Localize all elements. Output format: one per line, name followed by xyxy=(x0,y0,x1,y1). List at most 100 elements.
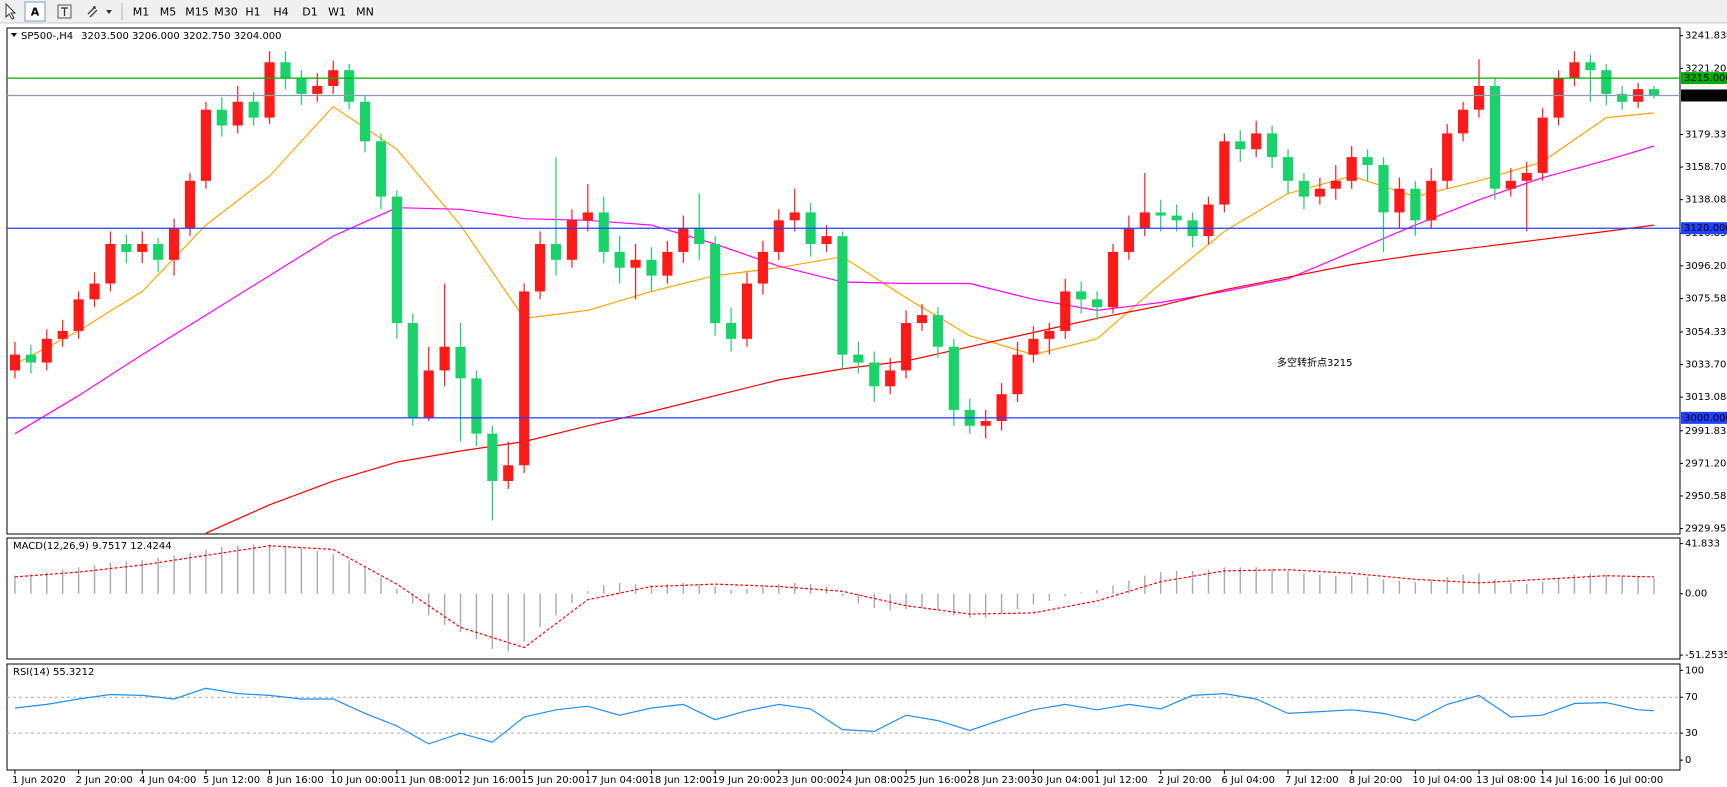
y-tick-label: 3033.705 xyxy=(1685,360,1727,371)
timeframe-button[interactable]: W1 xyxy=(328,6,346,19)
panel-frame xyxy=(6,537,1681,660)
x-tick-label: 5 Jun 12:00 xyxy=(203,775,260,786)
candle-body xyxy=(1314,188,1325,197)
candle-body xyxy=(821,236,832,245)
y-tick-label: 3075.580 xyxy=(1685,293,1727,304)
level-tag xyxy=(1681,411,1727,424)
candle-body xyxy=(1569,62,1580,79)
x-tick-label: 23 Jun 00:00 xyxy=(776,775,840,786)
y-tick-label: 2991.830 xyxy=(1685,426,1727,437)
candle-body xyxy=(582,212,593,221)
panel-frame xyxy=(6,663,1681,771)
candle-body xyxy=(535,244,546,292)
candle-body xyxy=(471,378,482,434)
candle-body xyxy=(57,330,68,339)
level-tag xyxy=(1681,72,1727,85)
candle-body xyxy=(1139,212,1150,229)
x-tick-label: 18 Jun 12:00 xyxy=(648,775,712,786)
y-tick-label: 3013.080 xyxy=(1685,392,1727,403)
candle-body xyxy=(1521,172,1532,181)
y-tick-label: 3054.330 xyxy=(1685,327,1727,338)
candle-body xyxy=(789,212,800,221)
plot-area: 3241.830 3221.205 3179.330 3158.705 3138.080… xyxy=(6,27,1727,786)
x-tick-label: 6 Jul 04:00 xyxy=(1221,775,1275,786)
y-tick-label: 3241.830 xyxy=(1685,31,1727,42)
timeframe-button[interactable]: H1 xyxy=(245,6,260,19)
y-tick-label: 2950.580 xyxy=(1685,491,1727,502)
candle-body xyxy=(1362,157,1373,166)
font-button[interactable] xyxy=(24,1,46,22)
x-tick-label: 7 Jul 12:00 xyxy=(1285,775,1339,786)
x-tick-label: 2 Jul 20:00 xyxy=(1158,775,1212,786)
x-tick-label: 13 Jul 08:00 xyxy=(1476,775,1536,786)
objects-button[interactable] xyxy=(87,6,112,18)
candle-body xyxy=(296,78,307,94)
y-tick-label: 41.833 xyxy=(1685,539,1720,550)
x-tick-label: 10 Jul 04:00 xyxy=(1412,775,1472,786)
candle-body xyxy=(598,212,609,252)
candle-body xyxy=(1044,330,1055,339)
candle-body xyxy=(153,244,164,260)
candle-body xyxy=(1346,157,1357,181)
toolbar: A M1 M5 M15 M30 H1 H4 D1 W1 MN xyxy=(0,0,1727,24)
y-tick-label: 3221.205 xyxy=(1685,63,1727,74)
y-tick-label: 30 xyxy=(1685,728,1698,739)
candle-body xyxy=(1505,180,1516,189)
candle-body xyxy=(980,421,991,426)
y-tick-label: 0 xyxy=(1685,755,1691,766)
timeframe-button[interactable]: M1 xyxy=(133,6,150,19)
candle-body xyxy=(678,228,689,252)
timeframe-button[interactable]: D1 xyxy=(302,6,317,19)
candle-body xyxy=(1123,228,1134,252)
candle-body xyxy=(757,251,768,284)
timeframe-button[interactable]: MN xyxy=(356,6,374,19)
candle-body xyxy=(1219,141,1230,205)
timeframe-button[interactable]: H4 xyxy=(273,6,288,19)
candle-body xyxy=(869,362,880,387)
candle-body xyxy=(1155,212,1166,216)
candle-body xyxy=(1473,85,1485,110)
candle-body xyxy=(1076,291,1087,300)
candle-body xyxy=(9,354,21,371)
x-tick-label: 17 Jun 04:00 xyxy=(585,775,649,786)
timeframe-button[interactable]: M15 xyxy=(185,6,209,19)
candle-body xyxy=(423,370,434,418)
x-tick-label: 4 Jun 04:00 xyxy=(139,775,196,786)
x-tick-label: 8 Jul 20:00 xyxy=(1349,775,1403,786)
level-label: 3215.000 xyxy=(1684,73,1727,84)
candle-body xyxy=(73,299,84,331)
candle-body xyxy=(1282,157,1294,181)
text-label-button[interactable] xyxy=(57,4,72,19)
candle-body xyxy=(41,338,52,363)
candle-body xyxy=(725,323,737,339)
x-tick-label: 30 Jun 04:00 xyxy=(1030,775,1094,786)
x-tick-label: 11 Jun 08:00 xyxy=(394,775,458,786)
candle-body xyxy=(1267,133,1278,158)
timeframe-button[interactable]: M30 xyxy=(214,6,238,19)
y-tick-label: 3158.705 xyxy=(1685,162,1727,173)
candle-body xyxy=(853,354,864,363)
candle-body xyxy=(407,323,418,418)
candle-body xyxy=(932,315,944,347)
candle-body xyxy=(519,291,530,466)
candle-body xyxy=(1394,188,1405,213)
level-label: 3000.000 xyxy=(1684,413,1727,424)
candle-body xyxy=(1012,354,1023,395)
candle-body xyxy=(1617,93,1628,102)
level-label: 3204.000 xyxy=(1684,90,1727,101)
candle-body xyxy=(646,259,657,276)
panel-content xyxy=(7,687,1680,745)
candle-body xyxy=(948,346,959,410)
panel: 100 70 30 0 RSI(14) 55.3212 xyxy=(6,663,1704,771)
panel: 3241.830 3221.205 3179.330 3158.705 3138.080… xyxy=(6,27,1727,535)
candle-body xyxy=(550,244,562,260)
cursor-button[interactable] xyxy=(5,2,17,20)
timeframe-button[interactable]: M5 xyxy=(160,6,177,19)
x-tick-label: 1 Jun 2020 xyxy=(12,775,66,786)
panel-content xyxy=(9,51,1660,534)
y-tick-label: 2929.955 xyxy=(1685,524,1727,535)
candle-body xyxy=(344,70,355,102)
candle-body xyxy=(885,370,896,387)
candle-body xyxy=(1585,62,1596,71)
candle-body xyxy=(1171,215,1182,221)
